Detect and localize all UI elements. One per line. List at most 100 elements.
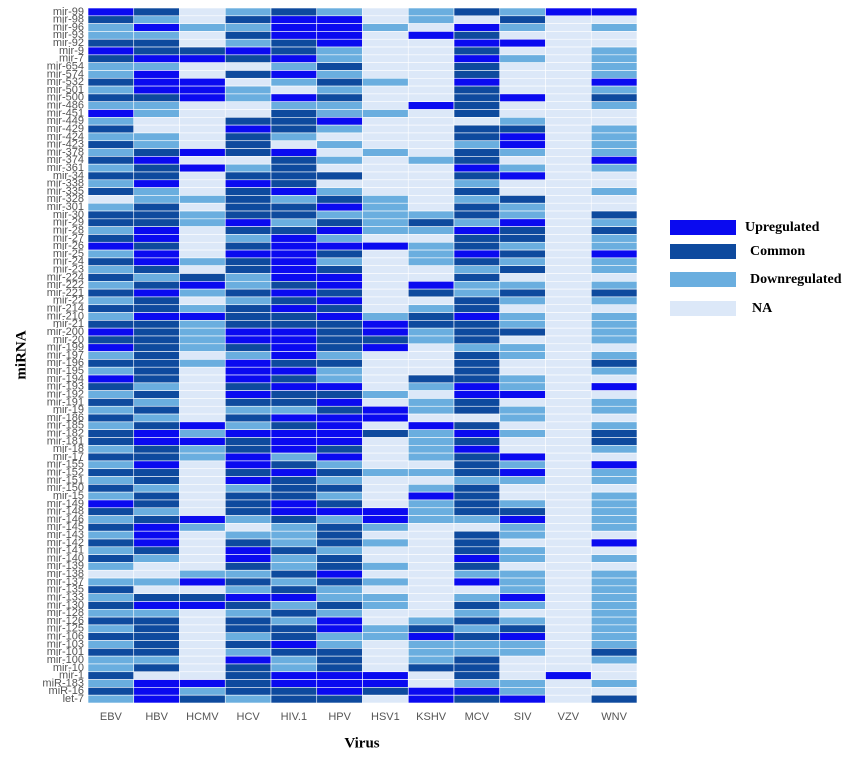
cell [453,62,501,71]
cell [133,445,180,454]
cell [316,507,363,516]
cell [87,148,135,157]
y-tick-label: mir-210 [47,310,84,322]
y-tick-label: mir-501 [47,84,84,96]
cell [224,38,272,48]
cell [545,101,592,110]
cell [499,523,546,532]
cell [270,234,318,243]
cell [224,413,272,423]
cell [270,569,318,579]
y-tick-label: let-7 [63,693,84,705]
cell [179,366,226,376]
cell [270,398,318,407]
cell [499,320,546,329]
cell [316,413,363,423]
cell [316,398,363,407]
cell [133,210,180,220]
cell [270,523,318,532]
cell [362,234,409,243]
cell [133,31,180,40]
cell [545,343,592,352]
cell [179,421,226,430]
cell [590,405,638,415]
y-tick-label: mir-148 [47,506,84,518]
cell [133,187,180,196]
cell [545,593,592,602]
cell [316,491,363,501]
cell [224,507,272,516]
cell [407,249,455,259]
cell [499,382,546,391]
cell [407,179,455,188]
cell [545,569,592,579]
cell [453,109,501,118]
y-tick-label: mir-126 [47,615,84,627]
cell [316,15,363,24]
cell [224,179,272,188]
cell [87,249,135,259]
cell [407,77,455,87]
cell [545,218,592,227]
cell [590,413,638,423]
cell [362,468,409,477]
cell [270,117,318,126]
cell [224,554,272,563]
cell [362,210,409,220]
cell [407,210,455,220]
cell [87,452,135,462]
cell [87,507,135,516]
cell [270,452,318,462]
cell [453,163,501,173]
cell [224,616,272,626]
cell [224,31,272,40]
cell [407,382,455,391]
x-tick-label: SIV [514,711,532,723]
y-tick-label: mir-224 [47,271,84,283]
cell [362,23,409,32]
cell [590,632,638,641]
cell [224,515,272,524]
cell [499,46,546,56]
cell [407,101,455,110]
cell [133,15,180,24]
cell [87,288,135,298]
x-tick-label: HPV [328,711,351,723]
cell [590,554,638,563]
cell [87,640,135,649]
x-tick-label: HIV.1 [281,711,308,723]
cell [316,296,363,306]
cell [407,156,455,165]
cell [590,93,638,103]
cell [453,132,501,142]
cell [362,148,409,157]
cell [316,93,363,103]
cell [179,484,226,493]
cell [499,640,546,649]
cell [362,429,409,438]
cell [224,148,272,157]
cell [499,429,546,438]
cell [179,281,226,290]
cell [133,546,180,555]
cell [179,70,226,79]
cell [87,312,135,321]
cell [316,445,363,454]
cell [316,210,363,220]
cell [270,288,318,298]
cell [545,210,592,220]
cell [224,398,272,407]
cell [590,468,638,477]
cell [545,312,592,321]
cell [270,281,318,290]
cell [270,507,318,516]
cell [179,327,226,337]
cell [407,601,455,610]
cell [453,687,501,696]
cell [407,171,455,181]
cell [133,202,180,212]
cell [453,616,501,626]
cell [362,640,409,649]
cell [362,117,409,126]
cell [362,109,409,118]
